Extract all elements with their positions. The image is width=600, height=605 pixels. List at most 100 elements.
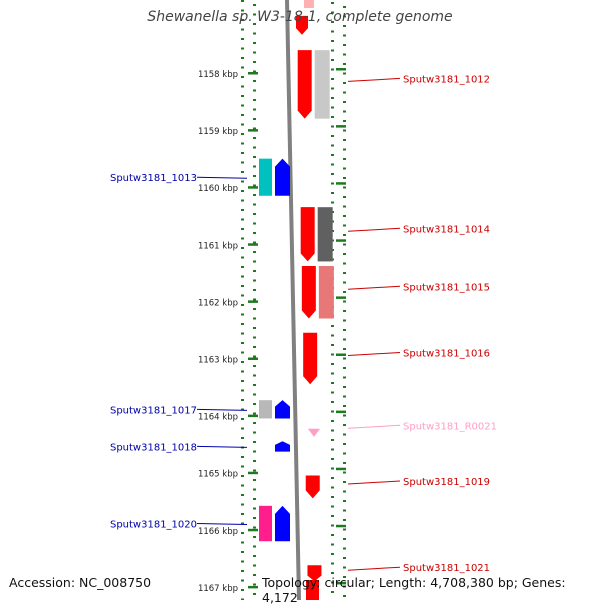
dot-left-inner — [253, 80, 256, 82]
dot-right-inner — [331, 543, 334, 546]
dot-left-outer — [241, 342, 244, 344]
dot-left-outer — [241, 47, 244, 50]
dot-left-outer — [241, 19, 244, 21]
gene-track-block — [259, 400, 272, 419]
gene-leader-line — [196, 408, 248, 411]
gene-arrow-clipped — [296, 15, 308, 35]
gene-label: Sputw3181_1020 — [110, 520, 197, 531]
dot-left-inner — [253, 146, 256, 149]
dot-left-inner — [253, 118, 256, 120]
dot-left-outer — [241, 522, 244, 525]
axis-tick-mark — [248, 414, 258, 418]
dot-left-inner — [253, 384, 256, 386]
dot-left-inner — [253, 393, 256, 396]
dot-right-outer — [343, 319, 346, 322]
dot-right-outer — [343, 148, 346, 151]
dot-left-outer — [241, 218, 244, 221]
axis-tick-mark — [248, 72, 258, 75]
gene-label: Sputw3181_R0021 — [403, 421, 497, 432]
dot-right-outer — [343, 158, 346, 160]
dot-right-outer — [343, 338, 346, 341]
dot-left-inner — [253, 232, 256, 234]
gene-leader-line — [347, 424, 401, 429]
dot-right-inner — [331, 477, 334, 479]
dot-right-outer — [343, 528, 346, 531]
dot-right-inner — [331, 382, 334, 384]
dot-left-outer — [241, 28, 244, 31]
dot-right-outer — [343, 386, 346, 388]
dot-left-outer — [241, 294, 244, 297]
dot-left-outer — [241, 180, 244, 183]
axis-tick-mark — [248, 243, 258, 246]
dot-left-inner — [253, 13, 256, 16]
gene-label: Sputw3181_1014 — [403, 224, 490, 235]
dot-left-outer — [241, 38, 244, 40]
dot-left-inner — [253, 42, 256, 44]
axis-tick-label: 1164 kbp — [198, 413, 238, 423]
dot-left-outer — [241, 437, 244, 439]
dot-right-inner — [331, 524, 334, 527]
dot-left-inner — [253, 412, 256, 415]
dot-right-inner — [331, 448, 334, 451]
gene-label: Sputw3181_1021 — [403, 563, 490, 574]
gene-arrow-clipped-bottom — [306, 580, 319, 600]
dot-left-outer — [241, 427, 244, 430]
dot-left-outer — [241, 380, 244, 382]
dot-left-outer — [241, 313, 244, 316]
dot-right-inner — [331, 572, 334, 574]
gene-arrow-forward — [303, 332, 318, 385]
gene-arrow-reverse — [275, 400, 290, 419]
gene-label: Sputw3181_1019 — [403, 477, 490, 488]
gene-arrow-forward — [305, 475, 320, 499]
dot-right-outer — [343, 243, 346, 246]
dot-right-outer — [343, 395, 346, 398]
dot-left-inner — [253, 469, 256, 472]
gene-arrow-forward — [297, 50, 312, 119]
dot-left-inner — [253, 203, 256, 206]
dot-right-inner — [331, 486, 334, 489]
dot-right-outer — [343, 433, 346, 436]
dot-left-outer — [241, 551, 244, 553]
dot-left-outer — [241, 408, 244, 411]
dot-right-outer — [343, 272, 346, 274]
dot-left-inner — [253, 184, 256, 187]
dot-right-inner — [331, 496, 334, 498]
dot-right-inner — [331, 163, 334, 166]
axis-tick-mark-right — [336, 581, 346, 585]
dot-right-outer — [343, 34, 346, 37]
accession-text: Accession: NC_008750 — [9, 575, 152, 590]
gene-track-block — [317, 207, 333, 262]
dot-left-outer — [241, 171, 244, 173]
axis-tick-mark — [248, 585, 258, 589]
dot-left-outer — [241, 389, 244, 392]
dot-left-inner — [253, 89, 256, 92]
axis-tick-label: 1158 kbp — [198, 70, 238, 80]
dot-right-inner — [331, 78, 334, 80]
dot-right-inner — [331, 97, 334, 99]
dot-left-inner — [253, 175, 256, 177]
dot-left-inner — [253, 289, 256, 291]
dot-left-outer — [241, 104, 244, 107]
axis-tick-mark-right — [336, 239, 346, 242]
dot-left-inner — [253, 355, 256, 358]
gene-label: Sputw3181_1016 — [403, 349, 490, 360]
dot-right-outer — [343, 490, 346, 493]
gene-leader-line — [347, 77, 401, 82]
dot-right-outer — [343, 63, 346, 65]
dot-right-inner — [331, 154, 334, 156]
dot-left-inner — [253, 583, 256, 586]
dot-left-inner — [253, 536, 256, 538]
dot-left-outer — [241, 237, 244, 240]
dot-right-outer — [343, 509, 346, 512]
gene-track-block — [259, 158, 272, 196]
dot-left-inner — [253, 137, 256, 139]
dot-left-inner — [253, 460, 256, 462]
dot-right-outer — [343, 424, 346, 426]
axis-tick-label: 1166 kbp — [198, 527, 238, 537]
dot-left-outer — [241, 228, 244, 230]
dot-right-outer — [343, 224, 346, 227]
gene-leader-line — [196, 445, 248, 448]
axis-tick-mark-right — [336, 68, 346, 71]
dot-left-outer — [241, 161, 244, 164]
